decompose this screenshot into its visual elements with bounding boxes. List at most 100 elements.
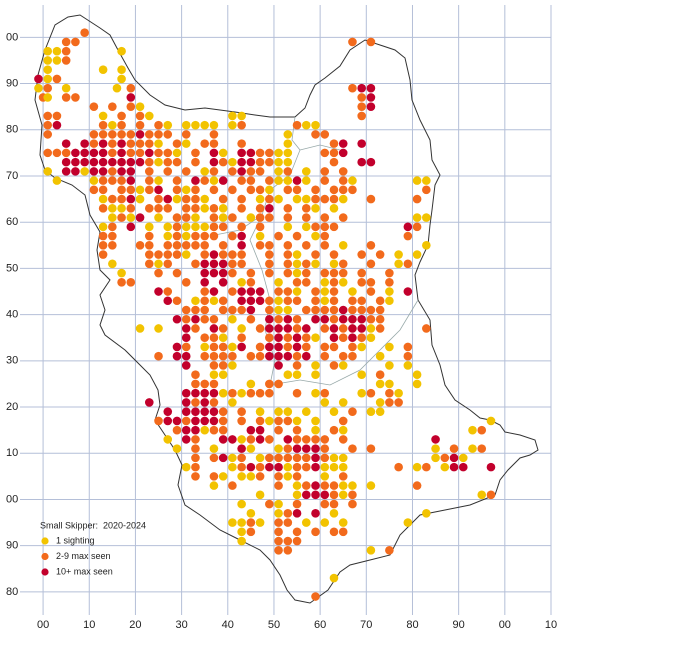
record-dot — [191, 398, 200, 407]
record-dot — [301, 444, 311, 453]
record-dot — [126, 139, 136, 148]
record-dot — [292, 444, 302, 453]
record-dot — [311, 509, 320, 518]
record-dot — [218, 259, 228, 269]
record-dot — [348, 37, 357, 47]
record-dot — [172, 194, 182, 204]
record-dot — [209, 167, 219, 176]
record-dot — [255, 425, 265, 435]
record-dot — [301, 324, 311, 333]
record-dot — [403, 518, 413, 527]
record-dot — [357, 268, 366, 278]
record-dot — [209, 250, 219, 259]
record-dot — [283, 370, 293, 379]
record-dot — [172, 444, 182, 453]
record-dot — [237, 148, 246, 158]
x-tick-label: 80 — [406, 619, 418, 631]
record-dot — [292, 370, 302, 379]
record-dot — [385, 277, 394, 287]
legend-swatch — [41, 537, 49, 545]
record-dot — [117, 167, 126, 176]
record-dot — [154, 139, 163, 148]
record-dot — [209, 379, 219, 389]
record-dot — [98, 204, 108, 213]
legend-label: 2-9 max seen — [56, 551, 111, 561]
record-dot — [43, 148, 53, 158]
record-dot — [200, 407, 209, 416]
record-dot — [181, 130, 191, 139]
record-dot — [468, 444, 477, 453]
record-dot — [117, 194, 126, 204]
record-dot — [255, 324, 265, 333]
record-dot — [338, 416, 348, 426]
record-dot — [301, 333, 311, 343]
record-dot — [301, 176, 311, 185]
record-dot — [218, 416, 228, 426]
record-dot — [366, 407, 376, 416]
y-tick-label: 20 — [6, 401, 18, 413]
record-dot — [329, 204, 339, 213]
record-dot — [218, 241, 228, 250]
record-dot — [338, 462, 348, 472]
record-dot — [412, 462, 422, 472]
record-dot — [283, 139, 293, 148]
record-dot — [283, 342, 293, 352]
record-dot — [292, 453, 302, 463]
record-dot — [98, 176, 108, 185]
record-dot — [237, 453, 246, 463]
record-dot — [255, 213, 265, 222]
grid — [20, 5, 552, 615]
record-dot — [292, 342, 302, 352]
record-dot — [320, 213, 330, 222]
record-dot — [357, 157, 366, 167]
record-dot — [311, 259, 320, 269]
record-dot — [255, 388, 265, 398]
record-dot — [117, 46, 126, 56]
record-dot — [200, 314, 209, 324]
record-dot — [237, 277, 246, 287]
record-dot — [246, 425, 256, 435]
record-dot — [292, 287, 302, 296]
record-dot — [172, 157, 182, 167]
record-dot — [292, 462, 302, 472]
record-dot — [311, 130, 320, 139]
record-dot — [126, 213, 136, 222]
record-dot — [338, 490, 348, 500]
record-dot — [348, 83, 357, 93]
record-dot — [292, 250, 302, 259]
x-tick-label: 90 — [453, 619, 465, 631]
record-dot — [209, 231, 219, 241]
record-dot — [255, 407, 265, 416]
record-dot — [274, 148, 283, 158]
record-dot — [301, 222, 311, 232]
record-dot — [338, 268, 348, 278]
record-dot — [357, 370, 366, 379]
record-dot — [366, 102, 376, 111]
record-dot — [283, 472, 293, 481]
record-dot — [283, 157, 293, 167]
record-dot — [274, 546, 283, 555]
record-dot — [366, 444, 376, 453]
record-dot — [43, 93, 53, 102]
record-dot — [255, 287, 265, 296]
record-dot — [191, 314, 200, 324]
record-dot — [412, 370, 422, 379]
record-dot — [265, 148, 274, 158]
record-dot — [163, 130, 173, 139]
record-dot — [329, 139, 339, 148]
record-dot — [338, 398, 348, 407]
record-dot — [311, 444, 320, 453]
record-dot — [218, 204, 228, 213]
record-dot — [338, 305, 348, 315]
record-dot — [255, 435, 265, 444]
record-dot — [218, 148, 228, 158]
record-dot — [144, 167, 154, 176]
record-dot — [320, 435, 330, 444]
record-dot — [265, 194, 274, 204]
record-dot — [228, 351, 237, 361]
record-dot — [191, 213, 200, 222]
record-dot — [126, 148, 136, 158]
record-dot — [191, 462, 200, 472]
record-dot — [366, 388, 376, 398]
record-dot — [283, 268, 293, 278]
